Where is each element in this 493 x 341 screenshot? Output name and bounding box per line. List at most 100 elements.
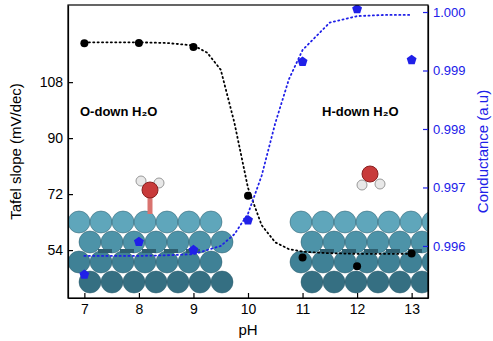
y-axis-title: Tafel slope (mV/dec) [7,83,24,220]
subsurface-bond [98,249,112,253]
plot-frame [68,5,428,298]
oxygen-atom [142,182,158,198]
tick-mark [68,82,73,83]
surface-atom [167,271,189,293]
surface-atom [301,271,323,293]
tick-mark [193,293,194,298]
surface-atom [400,211,422,233]
tick: 72 [47,186,73,202]
tick-label: 54 [47,242,63,258]
surface-atom [290,211,312,233]
tick: 11 [296,293,311,317]
tick: 0.999 [423,63,466,78]
tick: 0.998 [423,122,466,137]
hydrogen-atom [375,179,385,189]
surface-atom [312,251,334,273]
surface-model [290,166,428,293]
subsurface-bond [120,249,134,253]
annotation: O-down H₂O [80,104,157,119]
tick-label: 12 [350,301,366,317]
surface-atom [134,251,156,273]
data-point [189,245,199,254]
tick: 1.000 [423,5,466,20]
tick-mark [423,70,428,71]
axis-line [69,298,429,299]
data-point [298,57,308,66]
hydrogen-atom [357,180,367,190]
surface-atom [345,271,367,293]
surface-atom [312,211,334,233]
water-molecule [357,166,385,190]
tick-label: 90 [47,130,63,146]
surface-atom [112,251,134,273]
axis: 0.996 0.997 0.998 0.999 1.000 [423,5,466,299]
tick: 13 [404,293,420,317]
surface-atom [389,271,411,293]
surface-atom [112,211,134,233]
axis: 7 8 9 10 11 12 13 [69,293,429,317]
tick-label: 7 [81,301,89,317]
data-point [79,269,89,278]
data-point [135,39,143,47]
tick-label: 13 [404,301,420,317]
surface-atom [68,251,90,273]
data-point [134,237,144,246]
tick-label: 72 [47,186,63,202]
tick-mark [423,246,428,247]
axis-line [428,6,429,299]
data-point [299,254,307,262]
tick-mark [68,194,73,195]
tick-mark [68,138,73,139]
data-point [243,215,253,224]
surface-atom [211,231,233,253]
subsurface-bond [164,249,178,253]
tick: 90 [47,130,73,146]
surface-atom [145,271,167,293]
tick-label: 108 [40,74,64,90]
x-axis-title: pH [238,321,257,338]
tick-label: 0.998 [433,122,466,137]
y2-axis-title: Conductance (a.u) [474,90,491,213]
tick-label: 0.999 [433,63,466,78]
tick-mark [84,293,85,298]
tick: 54 [47,242,73,258]
tick-mark [139,293,140,298]
surface-atom [90,251,112,273]
tick-label: 0.997 [433,180,466,195]
tick: 0.997 [423,180,466,195]
surface-atom [156,251,178,273]
tick: 8 [136,293,144,317]
surface-atom [422,211,428,233]
plot-area [79,5,416,279]
tick-mark [68,250,73,251]
tick-mark [357,293,358,298]
surface-atom [200,251,222,273]
data-point [189,43,197,51]
data-point [80,39,88,47]
surface-atom [90,211,112,233]
surface-model [68,176,233,293]
tick-label: 11 [296,301,311,317]
tick-label: 10 [241,301,257,317]
tick-label: 8 [136,301,144,317]
surface-atom [356,211,378,233]
axis: 54 72 90 108 [40,6,73,299]
data-point [407,55,417,64]
surface-atom [367,271,389,293]
tick-label: 0.996 [433,239,466,254]
tick-mark [302,293,303,298]
oxygen-atom [362,166,378,182]
tick: 0.996 [423,239,466,254]
tick: 108 [40,74,73,90]
surface-atom [290,251,312,273]
surface-atom [334,211,356,233]
surface-atom [189,271,211,293]
data-point [352,5,362,13]
tick: 7 [81,293,89,317]
tick: 9 [190,293,198,317]
chart: 7 8 9 10 11 12 13 54 72 90 108 0.996 0.997 0.998 0.999… [0,0,493,341]
data-point [353,262,361,270]
surface-atom [378,211,400,233]
surface-atom [156,211,178,233]
axis-line [68,6,69,299]
